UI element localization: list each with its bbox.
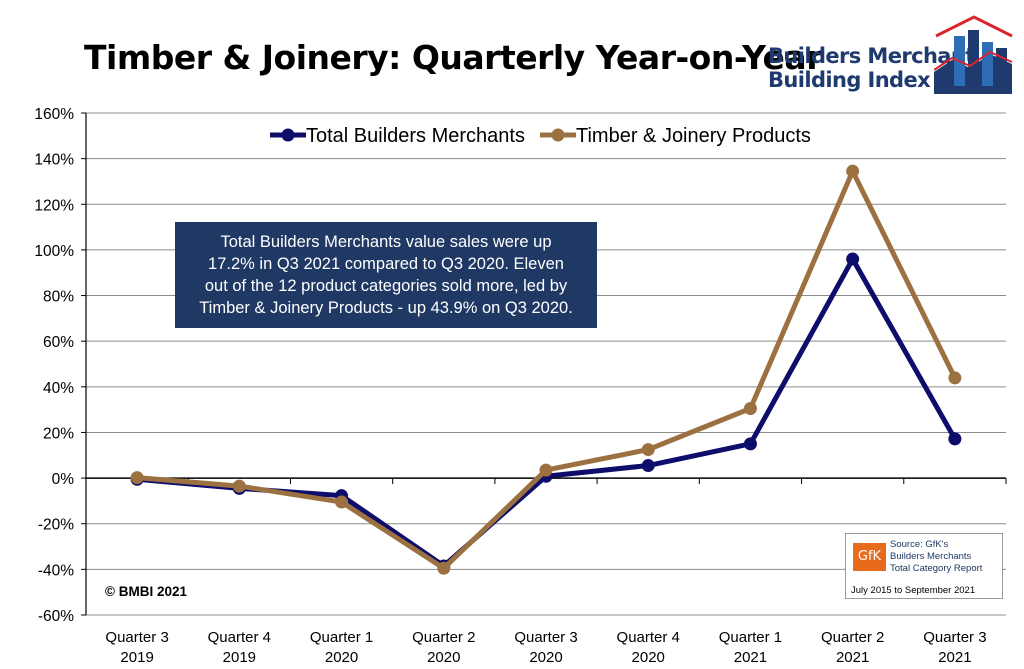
- x-tick-label: Quarter 1: [719, 629, 782, 646]
- legend-swatch-marker: [281, 128, 295, 142]
- x-tick-label-year: 2021: [836, 649, 869, 666]
- axes: -60% -40% -20% 0% 20% 40% 60% 80% 100% 120% 140% 16…: [34, 106, 1007, 666]
- x-tick-label: Quarter 2: [412, 629, 475, 646]
- y-tick-label: 120%: [34, 197, 74, 214]
- source-box: GfK Source: GfK's Builders Merchants Tot…: [845, 533, 1003, 599]
- source-line: Source: GfK's: [890, 539, 949, 550]
- data-point: [335, 495, 349, 509]
- x-tick-label-year: 2020: [632, 649, 665, 666]
- logo-text-line1: Builders Merchant: [768, 44, 975, 68]
- x-tick-label-year: 2020: [427, 649, 460, 666]
- annotation-line: Total Builders Merchants value sales wer…: [220, 233, 552, 251]
- data-point: [743, 437, 757, 451]
- y-tick-label: -20%: [38, 517, 74, 534]
- gfk-logo: GfK: [853, 543, 886, 571]
- y-tick-label: 160%: [34, 106, 74, 123]
- data-point: [232, 479, 246, 493]
- x-tick-label: Quarter 4: [208, 629, 271, 646]
- x-tick-label-year: 2019: [223, 649, 256, 666]
- source-text: Source: GfK's Builders Merchants Total C…: [890, 539, 982, 575]
- y-tick-label: 140%: [34, 152, 74, 169]
- x-tick-label: Quarter 1: [310, 629, 373, 646]
- legend-label: Timber & Joinery Products: [576, 125, 811, 147]
- bmbi-logo: Builders Merchant Building Index: [768, 14, 1014, 94]
- x-tick-label: Quarter 4: [617, 629, 680, 646]
- chart-title: Timber & Joinery: Quarterly Year-on-Year: [84, 38, 822, 77]
- x-tick-label: Quarter 3: [923, 629, 986, 646]
- legend-swatch-marker: [551, 128, 565, 142]
- y-tick-label: 40%: [43, 380, 74, 397]
- data-point: [539, 463, 553, 477]
- data-point: [130, 471, 144, 485]
- series-lines: [130, 164, 962, 575]
- y-tick-label: 60%: [43, 334, 74, 351]
- data-point: [948, 371, 962, 385]
- y-tick-label: 100%: [34, 243, 74, 260]
- annotation-line: 17.2% in Q3 2021 compared to Q3 2020. El…: [208, 255, 564, 273]
- y-tick-label: -60%: [38, 608, 74, 625]
- annotation-box: Total Builders Merchants value sales wer…: [175, 222, 597, 328]
- data-point: [743, 401, 757, 415]
- y-tick-label: 80%: [43, 289, 74, 306]
- data-point: [846, 164, 860, 178]
- data-point: [641, 443, 655, 457]
- annotation-line: Timber & Joinery Products - up 43.9% on …: [199, 299, 573, 317]
- data-point: [641, 459, 655, 473]
- data-point: [437, 561, 451, 575]
- source-period: July 2015 to September 2021: [851, 585, 976, 596]
- house-bar-chart-icon: [934, 15, 1013, 94]
- legend-label: Total Builders Merchants: [306, 125, 525, 147]
- x-tick-label: Quarter 2: [821, 629, 884, 646]
- x-tick-label-year: 2020: [529, 649, 562, 666]
- x-tick-label: Quarter 3: [514, 629, 577, 646]
- source-line: Total Category Report: [890, 563, 983, 574]
- logo-text-line2: Building Index: [768, 68, 931, 92]
- data-point: [948, 432, 962, 446]
- data-point: [846, 252, 860, 266]
- y-tick-label: 20%: [43, 425, 74, 442]
- x-tick-label: Quarter 3: [105, 629, 168, 646]
- x-tick-label-year: 2021: [734, 649, 767, 666]
- x-tick-label-year: 2021: [938, 649, 971, 666]
- x-tick-label-year: 2019: [120, 649, 153, 666]
- source-line: Builders Merchants: [890, 551, 972, 562]
- legend: Total Builders Merchants Timber & Joinery…: [270, 125, 811, 147]
- y-tick-label: 0%: [52, 471, 75, 488]
- y-tick-label: -40%: [38, 562, 74, 579]
- copyright-notice: © BMBI 2021: [105, 584, 187, 599]
- x-tick-label-year: 2020: [325, 649, 358, 666]
- annotation-line: out of the 12 product categories sold mo…: [204, 277, 568, 295]
